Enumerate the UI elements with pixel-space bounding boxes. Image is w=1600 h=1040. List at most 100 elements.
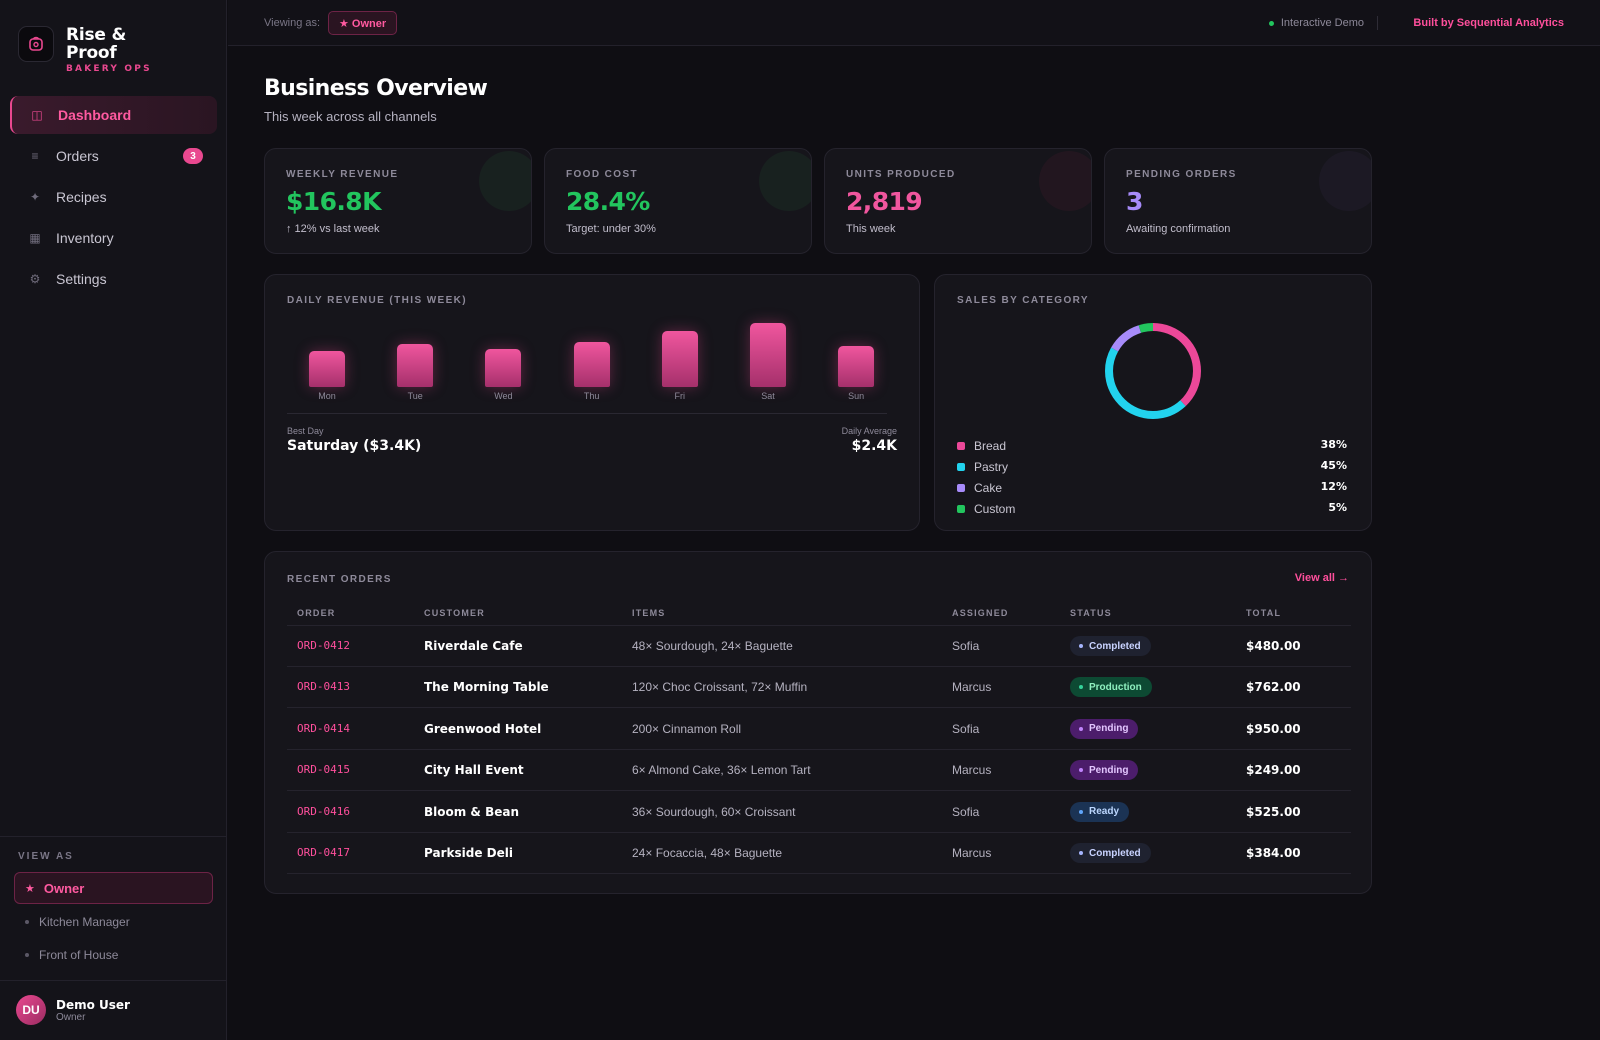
sidebar-item-label: Inventory (56, 230, 114, 246)
kpi-value: 2,819 (846, 187, 923, 216)
order-items: 36× Sourdough, 60× Croissant (632, 804, 796, 819)
view-all-link[interactable]: View all → (1294, 572, 1349, 584)
order-total: $480.00 (1246, 639, 1301, 653)
order-items: 48× Sourdough, 24× Baguette (632, 639, 793, 653)
view-as-title: VIEW AS (18, 851, 74, 862)
legend-swatch (957, 504, 965, 513)
legend-percent: 5% (1328, 501, 1347, 514)
sidebar-item-label: Dashboard (58, 107, 132, 123)
customer-name: Parkside Deli (424, 846, 513, 860)
role-option-front-of-house[interactable]: Front of House (25, 938, 227, 971)
card-title: SALES BY CATEGORY (957, 295, 1089, 306)
user-role: Owner (56, 1011, 86, 1023)
daily-average-value: $2.4K (851, 438, 897, 454)
bar-label: Tue (407, 391, 423, 401)
order-id[interactable]: ORD-0417 (297, 846, 350, 859)
order-id[interactable]: ORD-0413 (297, 680, 350, 694)
table-row[interactable]: ORD-0414 Greenwood Hotel 200× Cinnamon Rol… (287, 709, 1351, 750)
sidebar-item-label: Settings (56, 271, 107, 287)
table-row[interactable]: ORD-0412 Riverdale Cafe 48× Sourdough, 24×… (287, 626, 1351, 667)
status-label: Pending (1089, 764, 1129, 776)
kpi-label: PENDING ORDERS (1126, 169, 1237, 180)
order-total: $249.00 (1246, 763, 1301, 778)
status-dot-icon (1079, 851, 1083, 855)
bar-label: Sat (761, 391, 775, 401)
customer-name: The Morning Table (424, 680, 549, 695)
table-row[interactable]: ORD-0413 The Morning Table 120× Choc Crois… (287, 667, 1351, 709)
bar-label: Fri (674, 391, 686, 401)
customer-name: Bloom & Bean (424, 804, 519, 819)
order-items: 200× Cinnamon Roll (632, 721, 742, 736)
demo-label: Interactive Demo (1280, 17, 1364, 29)
decorative-circle (1319, 151, 1371, 211)
bar-label: Wed (494, 391, 513, 401)
bar-group-wed[interactable]: Wed (485, 315, 522, 401)
decorative-circle (479, 151, 531, 211)
role-option-kitchen-manager[interactable]: Kitchen Manager (25, 905, 227, 938)
sales-legend: Bread 38% Pastry 45% Cake 12% Custom 5% (957, 435, 1347, 519)
bar-label: Thu (583, 391, 600, 401)
table-row[interactable]: ORD-0415 City Hall Event 6× Almond Cake, 3… (287, 750, 1351, 792)
kpi-note: Awaiting confirmation (1126, 223, 1231, 235)
page-subtitle: This week across all channels (264, 109, 437, 124)
legend-swatch (957, 483, 965, 492)
order-total: $384.00 (1246, 846, 1301, 860)
customer-name: Greenwood Hotel (424, 721, 542, 736)
bar-group-sun[interactable]: Sun (838, 315, 875, 401)
user-profile[interactable]: DU Demo User Owner (0, 980, 227, 1039)
recent-orders-card: RECENT ORDERS View all → ORDER CUSTOMER … (264, 551, 1372, 894)
bar-group-sat[interactable]: Sat (750, 315, 786, 401)
status-badge: Pending (1070, 718, 1139, 739)
order-id[interactable]: ORD-0415 (297, 763, 350, 777)
status-dot-icon (1268, 20, 1274, 26)
sidebar-item-label: Orders (56, 148, 99, 164)
sidebar-item-dashboard[interactable]: ◫ Dashboard (10, 96, 217, 134)
order-id[interactable]: ORD-0416 (297, 804, 350, 818)
bar-thu (573, 342, 610, 387)
legend-label: Cake (974, 480, 1003, 495)
column-header-order: ORDER (297, 608, 336, 618)
legend-swatch (957, 462, 965, 471)
bar-group-mon[interactable]: Mon (309, 315, 345, 401)
bar-group-fri[interactable]: Fri (661, 315, 698, 401)
donut-slice-pastry[interactable] (1105, 323, 1201, 419)
brand-subtitle: BAKERY OPS (66, 64, 152, 74)
bar-group-thu[interactable]: Thu (573, 315, 610, 401)
donut-slice-custom[interactable] (1105, 323, 1201, 419)
table-row[interactable]: ORD-0416 Bloom & Bean 36× Sourdough, 60× C… (287, 792, 1351, 833)
status-label: Ready (1089, 806, 1120, 818)
order-id[interactable]: ORD-0412 (297, 639, 350, 652)
table-row[interactable]: ORD-0417 Parkside Deli 24× Focaccia, 48× B… (287, 833, 1351, 874)
brand[interactable]: Rise & Proof BAKERY OPS (18, 26, 156, 74)
sidebar-item-orders[interactable]: ≡ Orders 3 (10, 137, 217, 175)
status-label: Production (1089, 681, 1142, 693)
kpi-note: ↑ 12% vs last week (286, 223, 380, 235)
divider (287, 413, 887, 414)
sidebar-item-recipes[interactable]: ✦ Recipes (10, 178, 217, 216)
viewing-as-role-chip[interactable]: ★ Owner (328, 11, 398, 35)
viewing-as-label: Viewing as: (264, 17, 321, 29)
daily-average-label: Daily Average (841, 426, 897, 436)
role-option-owner[interactable]: ★ Owner (14, 872, 213, 904)
kpi-value: 3 (1126, 187, 1143, 216)
legend-item-bread: Bread 38% (957, 435, 1347, 456)
sales-donut-chart (1105, 323, 1201, 419)
kpi-label: FOOD COST (566, 169, 639, 180)
legend-item-pastry: Pastry 45% (957, 456, 1347, 477)
column-header-assigned: ASSIGNED (952, 608, 1009, 618)
legend-percent: 38% (1320, 438, 1347, 451)
bar-fri (661, 331, 698, 387)
best-day-label: Best Day (287, 426, 324, 436)
built-by-link[interactable]: Built by Sequential Analytics (1413, 17, 1564, 29)
sparkle-icon: ✦ (29, 190, 41, 204)
list-icon: ≡ (31, 149, 39, 163)
order-id[interactable]: ORD-0414 (297, 721, 350, 735)
status-badge: Pending (1070, 760, 1139, 781)
bar-group-tue[interactable]: Tue (397, 315, 434, 401)
order-total: $950.00 (1246, 721, 1301, 736)
status-badge: Completed (1070, 843, 1151, 863)
column-header-total: TOTAL (1246, 608, 1282, 618)
demo-indicator: Interactive Demo (1268, 17, 1364, 29)
sidebar-item-inventory[interactable]: ▦ Inventory (10, 219, 217, 257)
sidebar-item-settings[interactable]: ⚙ Settings (10, 260, 217, 298)
